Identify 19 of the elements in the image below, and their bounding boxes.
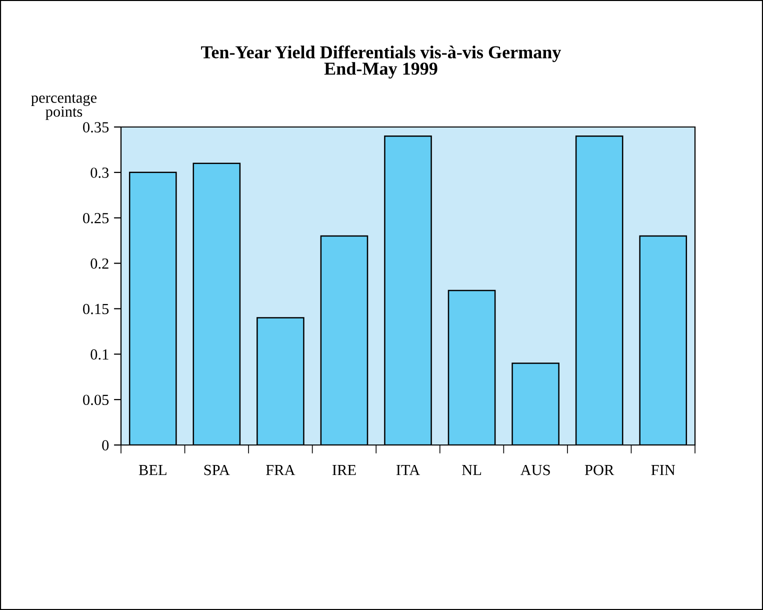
y-tick-label: 0.2	[90, 258, 108, 269]
y-tick-label: 0.3	[90, 168, 109, 178]
y-tick-label: 0.05	[83, 394, 109, 406]
x-tick-label: IRE	[332, 465, 356, 476]
y-tick-label: 0.25	[83, 213, 109, 224]
y-tick-label: 0.15	[83, 304, 109, 314]
x-tick-label: ITA	[396, 464, 420, 476]
chart-title: Ten-Year Yield Differentials vis-à-vis Germany End-May 1999	[201, 45, 562, 79]
y-tick-label: 0	[102, 440, 109, 450]
x-tick-label: SPA	[204, 464, 230, 476]
x-tick-label: AUS	[520, 464, 550, 476]
x-tick-label: BEL	[138, 465, 166, 476]
x-tick-label: POR	[584, 464, 614, 476]
y-axis-title: percentage points	[31, 94, 97, 120]
x-tick-label: FIN	[651, 465, 676, 476]
y-tick-label: 0.35	[83, 122, 109, 133]
x-tick-label: FRA	[266, 464, 296, 476]
y-tick-label: 0.1	[90, 349, 108, 360]
x-tick-label: NL	[462, 465, 482, 476]
